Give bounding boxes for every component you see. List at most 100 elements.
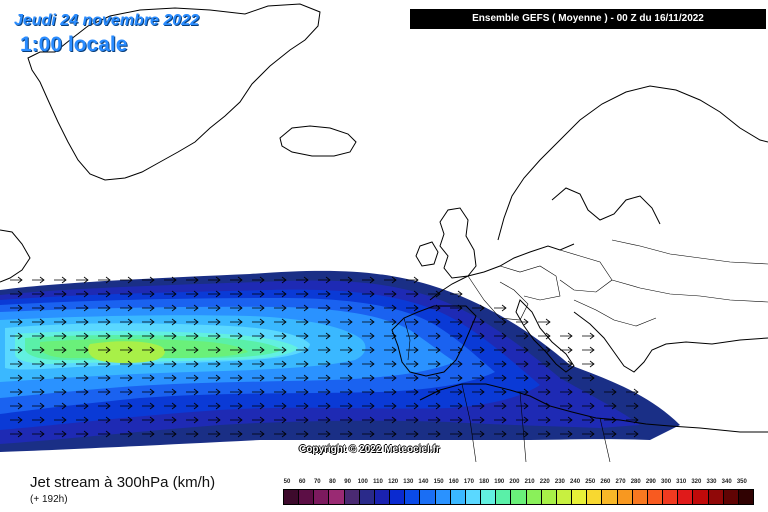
wind-arrow <box>318 304 331 312</box>
wind-arrow <box>164 416 177 424</box>
wind-arrow <box>164 402 177 410</box>
wind-arrow <box>472 304 485 312</box>
band-220 <box>88 341 165 363</box>
wind-arrow <box>340 388 353 396</box>
scale-label: 230 <box>554 479 565 485</box>
color-scale-legend: 50 60 70 80 90 100 110 120 130 140 150 160 170 180 190… <box>283 479 754 511</box>
wind-arrow <box>252 388 265 396</box>
wind-arrow <box>120 374 133 382</box>
scale-swatch <box>283 489 300 505</box>
wind-arrow <box>10 416 23 424</box>
wind-arrow <box>54 276 67 284</box>
wind-arrow <box>252 360 265 368</box>
italy-coast <box>515 299 575 373</box>
border-north-africa <box>461 383 611 462</box>
wind-arrow <box>472 402 485 410</box>
wind-arrow <box>142 346 155 354</box>
scale-label: 110 <box>373 479 383 485</box>
wind-arrow <box>450 374 463 382</box>
wind-arrow <box>120 416 133 424</box>
wind-arrow <box>10 360 23 368</box>
wind-arrow <box>340 290 353 298</box>
wind-arrow <box>296 332 309 340</box>
wind-arrow <box>120 402 133 410</box>
scale-swatch <box>464 489 482 505</box>
wind-arrow <box>494 346 507 354</box>
wind-arrow <box>604 388 617 396</box>
wind-arrow <box>340 402 353 410</box>
iberia-coast <box>391 305 477 377</box>
wind-arrow <box>384 332 397 340</box>
scale-swatch <box>601 489 618 505</box>
wind-arrow <box>54 416 67 424</box>
wind-arrow <box>538 402 551 410</box>
wind-arrow <box>362 346 375 354</box>
wind-arrow <box>516 318 529 326</box>
wind-arrow <box>340 360 353 368</box>
scale-swatch <box>737 489 754 505</box>
wind-arrow <box>560 360 573 368</box>
border-east <box>611 239 768 265</box>
scale-label: 290 <box>645 479 656 485</box>
wind-arrow <box>98 374 111 382</box>
scale-label: 350 <box>736 479 747 485</box>
wind-arrow <box>142 332 155 340</box>
scale-swatch <box>662 489 679 505</box>
wind-arrow <box>384 430 397 438</box>
wind-arrow <box>472 318 485 326</box>
scale-label: 60 <box>298 479 306 485</box>
wind-arrow <box>186 304 199 312</box>
wind-arrow <box>340 318 353 326</box>
wind-arrow <box>208 346 221 354</box>
wind-arrow <box>450 402 463 410</box>
scale-swatch <box>555 489 573 505</box>
wind-arrow <box>208 276 221 284</box>
wind-arrow <box>120 388 133 396</box>
wind-arrow <box>76 360 89 368</box>
wind-arrow <box>98 430 111 438</box>
wind-arrow <box>274 430 287 438</box>
wind-arrow <box>340 332 353 340</box>
wind-arrow <box>428 416 441 424</box>
scandinavia-coast <box>497 85 768 241</box>
scale-label: 160 <box>448 479 459 485</box>
wind-arrow <box>98 318 111 326</box>
scale-swatch <box>616 489 633 505</box>
wind-arrow <box>98 276 111 284</box>
scale-label: 100 <box>357 479 368 485</box>
wind-arrow <box>274 346 287 354</box>
wind-arrow <box>142 430 155 438</box>
wind-arrow <box>32 290 45 298</box>
wind-arrow <box>626 388 639 396</box>
scale-swatch <box>419 489 436 505</box>
wind-arrow <box>10 318 23 326</box>
wind-arrow <box>186 332 199 340</box>
wind-arrow <box>494 388 507 396</box>
scale-swatch <box>707 489 724 505</box>
wind-arrow <box>54 318 67 326</box>
wind-arrow <box>54 430 67 438</box>
wind-arrow <box>582 430 595 438</box>
wind-arrow <box>428 318 441 326</box>
wind-arrow <box>362 276 375 284</box>
wind-arrow <box>54 360 67 368</box>
wind-arrow <box>164 290 177 298</box>
wind-arrow <box>120 360 133 368</box>
baltic-coast <box>551 187 661 225</box>
wind-arrow <box>406 276 419 284</box>
scale-label: 170 <box>463 479 474 485</box>
wind-arrow <box>54 402 67 410</box>
country-borders <box>403 239 768 462</box>
wind-arrow <box>406 290 419 298</box>
wind-arrow <box>384 290 397 298</box>
scale-label: 150 <box>433 479 444 485</box>
wind-arrow <box>120 318 133 326</box>
wind-arrow <box>32 402 45 410</box>
scale-swatch <box>692 489 709 505</box>
scale-swatch <box>646 489 664 505</box>
border-balkans <box>573 299 657 327</box>
wind-arrow <box>164 346 177 354</box>
wind-arrow <box>208 388 221 396</box>
wind-arrow <box>186 318 199 326</box>
wind-arrow <box>296 360 309 368</box>
